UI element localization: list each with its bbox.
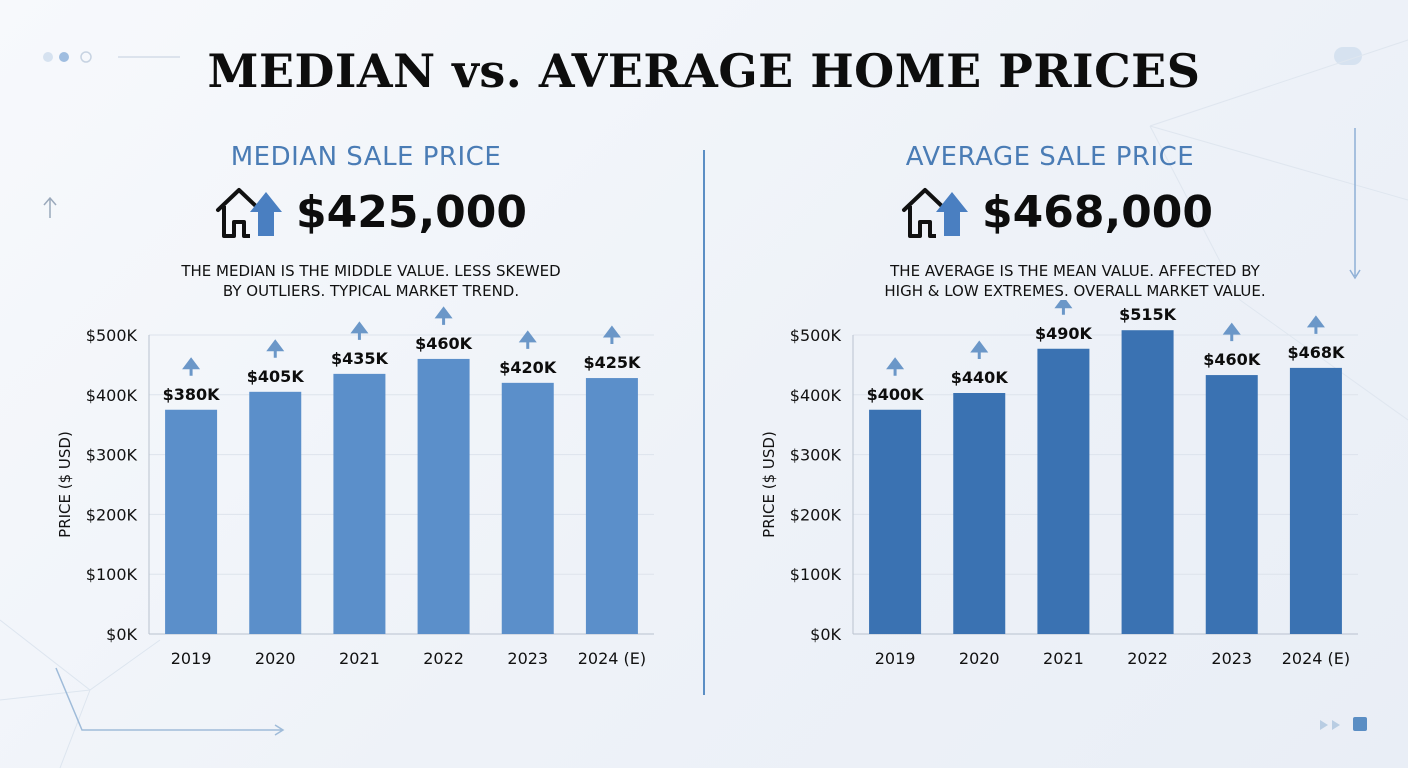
median-x-tick-label: 2024 (E) [578, 649, 646, 668]
average-x-tick-label: 2023 [1211, 649, 1252, 668]
median-description: THE MEDIAN IS THE MIDDLE VALUE. LESS SKE… [156, 261, 586, 301]
median-up-arrow-icon [350, 321, 369, 340]
average-bar [869, 409, 922, 634]
median-bar [165, 409, 218, 634]
median-x-tick-label: 2021 [339, 649, 380, 668]
deco-net [1149, 39, 1408, 421]
average-y-axis-title: PRICE ($ USD) [760, 431, 778, 538]
median-data-label: $405K [247, 367, 305, 386]
median-y-axis-title: PRICE ($ USD) [56, 431, 74, 538]
median-y-tick-label: $500K [86, 326, 138, 345]
average-x-tick-label: 2021 [1043, 649, 1084, 668]
deco-square [1353, 717, 1367, 731]
average-bar [1037, 348, 1090, 634]
average-up-arrow-icon [1054, 300, 1073, 315]
deco-pill [1334, 47, 1362, 65]
average-data-label: $468K [1287, 343, 1345, 362]
average-bar-chart: $0K $100K $200K $300K $400K $500K PRICE ($ USD… [760, 300, 1358, 668]
average-bar [953, 393, 1006, 634]
deco-net [0, 619, 161, 768]
average-heading: AVERAGE SALE PRICE [905, 142, 1195, 172]
average-data-label: $490K [1035, 324, 1093, 343]
median-description-line: THE MEDIAN IS THE MIDDLE VALUE. LESS SKE… [181, 262, 561, 280]
average-x-tick-label: 2024 (E) [1282, 649, 1350, 668]
average-description: THE AVERAGE IS THE MEAN VALUE. AFFECTED … [860, 261, 1290, 301]
average-y-tick-label: $500K [790, 326, 842, 345]
average-y-tick-label: $200K [790, 505, 842, 524]
average-y-tick-label: $100K [790, 565, 842, 584]
deco-dot [43, 52, 53, 62]
average-up-arrow-icon [1306, 315, 1325, 334]
median-bar [585, 378, 638, 634]
median-data-label: $380K [163, 385, 221, 404]
median-up-arrow-icon [518, 330, 537, 349]
average-bar [1289, 367, 1342, 634]
median-hero: $425,000 [214, 182, 527, 242]
up-arrow-icon [43, 196, 57, 218]
average-x-tick-label: 2019 [875, 649, 916, 668]
panel-divider [703, 150, 705, 695]
median-data-label: $460K [415, 334, 473, 353]
median-up-arrow-icon [266, 339, 285, 358]
down-arrow-icon [1349, 128, 1361, 280]
average-y-tick-label: $400K [790, 386, 842, 405]
deco-triangle [1320, 720, 1340, 730]
average-description-line: THE AVERAGE IS THE MEAN VALUE. AFFECTED … [890, 262, 1260, 280]
average-data-label: $460K [1203, 350, 1261, 369]
median-up-arrow-icon [182, 357, 201, 376]
corner-arrow-icon [55, 667, 285, 736]
median-data-label: $435K [331, 349, 389, 368]
average-description-line: HIGH & LOW EXTREMES. OVERALL MARKET VALU… [884, 282, 1266, 300]
median-bar [417, 358, 470, 634]
median-x-tick-label: 2022 [423, 649, 464, 668]
median-x-tick-label: 2019 [171, 649, 212, 668]
average-up-arrow-icon [1222, 322, 1241, 342]
median-y-tick-label: $100K [86, 565, 138, 584]
average-x-tick-label: 2022 [1127, 649, 1168, 668]
average-value: $468,000 [982, 186, 1214, 238]
average-hero: $468,000 [900, 182, 1213, 242]
median-bar [249, 391, 302, 634]
average-bar [1205, 375, 1258, 634]
average-up-arrow-icon [970, 340, 989, 360]
median-x-tick-label: 2023 [507, 649, 548, 668]
median-heading: MEDIAN SALE PRICE [230, 142, 502, 172]
average-y-tick-label: $300K [790, 446, 842, 465]
median-y-tick-label: $400K [86, 386, 138, 405]
median-bar [501, 382, 554, 634]
average-data-label: $440K [951, 368, 1009, 387]
average-data-label: $400K [867, 385, 925, 404]
median-bar-chart: $0K $100K $200K $300K $400K $500K PRICE ($ USD… [56, 306, 654, 668]
median-bar [333, 373, 386, 634]
average-bar [1121, 330, 1174, 634]
median-x-tick-label: 2020 [255, 649, 296, 668]
average-x-tick-label: 2020 [959, 649, 1000, 668]
average-up-arrow-icon [886, 357, 905, 376]
median-data-label: $425K [583, 353, 641, 372]
average-panel: AVERAGE SALE PRICE $468,000 THE AVERAGE … [704, 0, 1408, 768]
page-title: MEDIAN vs. AVERAGE HOME PRICES [207, 44, 1201, 98]
median-data-label: $420K [499, 358, 557, 377]
median-panel: MEDIAN SALE PRICE $425,000 THE MEDIAN IS… [56, 142, 654, 668]
median-y-tick-label: $200K [86, 505, 138, 524]
average-y-tick-label: $0K [810, 625, 841, 644]
median-value: $425,000 [296, 186, 528, 238]
median-up-arrow-icon [602, 325, 621, 345]
median-description-line: BY OUTLIERS. TYPICAL MARKET TREND. [222, 282, 520, 300]
deco-dot [59, 52, 69, 62]
house-arrow-icon [902, 188, 968, 238]
median-y-tick-label: $0K [106, 625, 137, 644]
average-data-label: $515K [1119, 305, 1177, 324]
median-up-arrow-icon [434, 306, 453, 325]
house-arrow-icon [216, 188, 282, 238]
deco-ring [80, 51, 92, 63]
median-y-tick-label: $300K [86, 446, 138, 465]
